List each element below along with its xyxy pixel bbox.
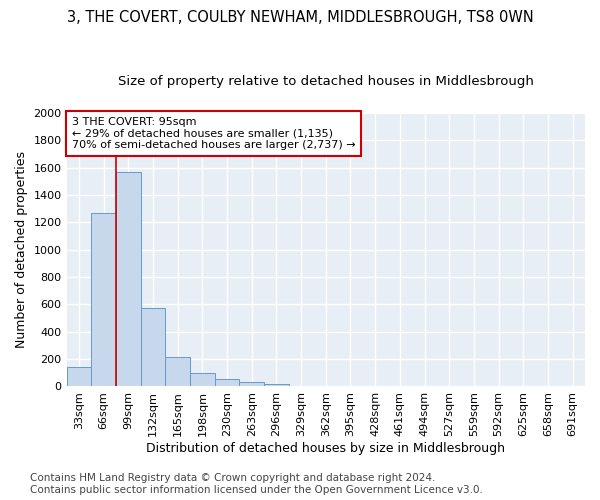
Bar <box>190 374 215 386</box>
Y-axis label: Number of detached properties: Number of detached properties <box>15 151 28 348</box>
Bar <box>116 172 140 386</box>
Bar <box>215 379 239 386</box>
Text: 3 THE COVERT: 95sqm
← 29% of detached houses are smaller (1,135)
70% of semi-det: 3 THE COVERT: 95sqm ← 29% of detached ho… <box>72 117 355 150</box>
Text: 3, THE COVERT, COULBY NEWHAM, MIDDLESBROUGH, TS8 0WN: 3, THE COVERT, COULBY NEWHAM, MIDDLESBRO… <box>67 10 533 25</box>
Bar <box>140 308 165 386</box>
Text: Contains HM Land Registry data © Crown copyright and database right 2024.
Contai: Contains HM Land Registry data © Crown c… <box>30 474 483 495</box>
X-axis label: Distribution of detached houses by size in Middlesbrough: Distribution of detached houses by size … <box>146 442 505 455</box>
Bar <box>239 382 264 386</box>
Bar <box>264 384 289 386</box>
Bar <box>91 214 116 386</box>
Bar <box>67 368 91 386</box>
Title: Size of property relative to detached houses in Middlesbrough: Size of property relative to detached ho… <box>118 75 534 88</box>
Bar <box>165 357 190 386</box>
